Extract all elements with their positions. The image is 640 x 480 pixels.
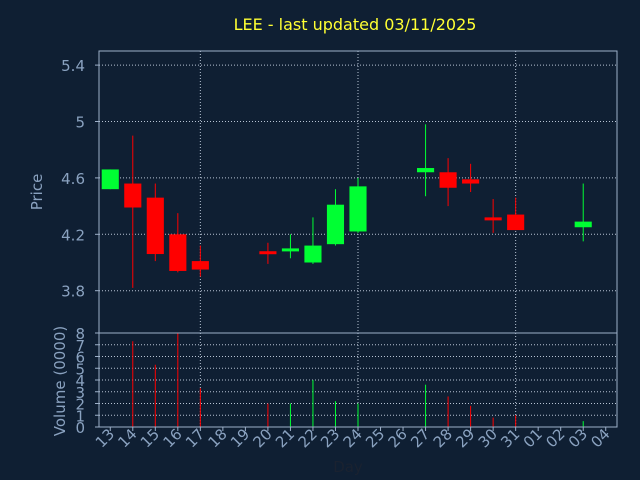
day-axis-ticks: 1314151617181920212223242526272829303101… [92,425,614,451]
candlestick-day-28 [439,158,457,207]
candle-body [417,168,435,173]
price-axis-label: Price [28,174,46,211]
volume-tick-label: 2 [75,396,85,414]
candle-body [462,179,480,184]
candlestick-day-13 [101,169,119,190]
candlesticks [101,124,592,288]
candlestick-day-21 [281,234,299,259]
candlestick-day-31 [507,197,525,231]
volume-tick-label: 6 [75,349,85,367]
candle-body [574,221,592,228]
candlestick-day-03 [574,183,592,242]
candlestick-day-16 [169,213,187,273]
price-tick-label: 4.6 [61,170,85,188]
candlestick-day-29 [462,163,480,192]
price-axis-ticks: 3.8 4.2 4.6 5 5.4 [61,57,99,301]
price-tick-label: 5.4 [61,57,85,75]
volume-axis-label: Volume (0000) [51,326,69,436]
candlestick-day-20 [259,242,277,264]
candlestick-day-27 [417,124,435,197]
volume-bars [132,333,584,427]
candle-body [507,214,525,231]
volume-tick-label: 8 [75,325,85,343]
candlestick-day-23 [326,189,345,246]
candle-body [101,169,119,190]
candle-body [304,245,322,263]
candle-body [281,248,299,252]
candle-body [326,204,345,245]
candle-body [484,217,502,221]
candle-body [191,261,209,270]
candle-body [146,197,164,255]
candle-body [124,183,142,208]
candlestick-day-15 [146,183,164,262]
price-tick-label: 3.8 [61,283,85,301]
day-axis-label: Day [333,458,363,476]
candlestick-day-22 [304,217,322,264]
candlestick-day-30 [484,199,502,233]
candlestick-day-14 [124,135,142,288]
candlestick-day-17 [191,245,209,277]
volume-tick-label: 5 [75,360,85,378]
candle-body [169,234,187,271]
volume-tick-label: 4 [75,372,85,390]
chart-title: LEE - last updated 03/11/2025 [234,15,477,34]
volume-tick-label: 1 [75,407,85,425]
volume-tick-label: 0 [75,419,85,437]
candle-body [259,251,277,255]
volume-tick-label: 3 [75,384,85,402]
candle-body [349,186,367,232]
candle-body [439,172,457,188]
volume-tick-label: 7 [75,337,85,355]
price-tick-label: 5 [75,114,85,132]
price-tick-label: 4.2 [61,226,85,244]
candlestick-day-24 [349,177,367,233]
